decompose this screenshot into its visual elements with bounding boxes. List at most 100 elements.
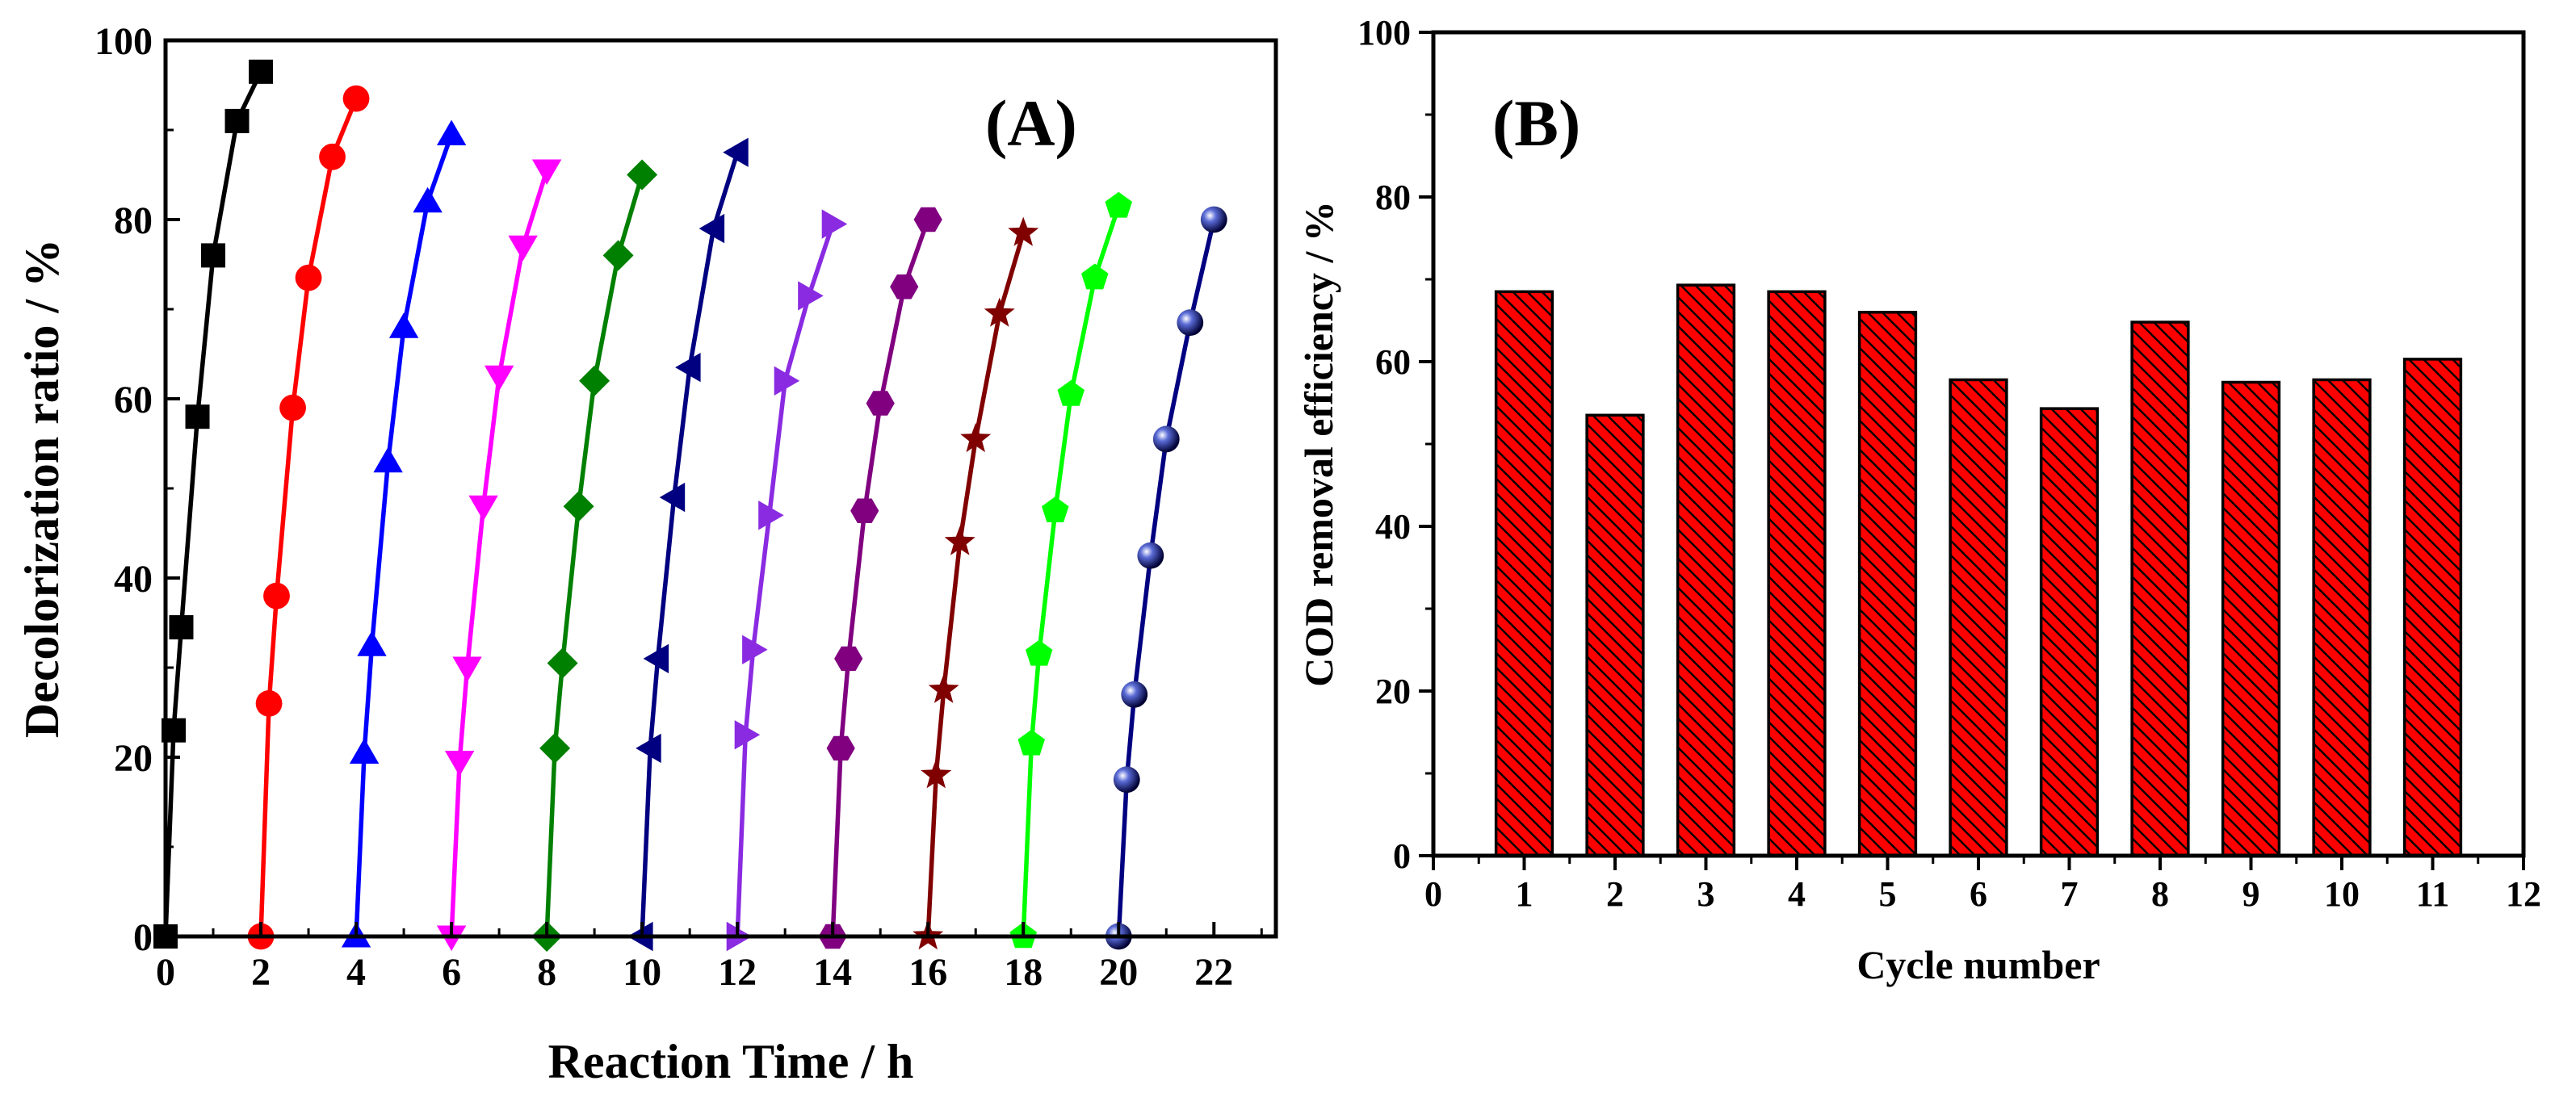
x-tick-label: 8 xyxy=(537,951,556,994)
x-tick-label: 4 xyxy=(346,951,366,994)
data-point xyxy=(279,394,306,421)
data-point xyxy=(531,159,562,185)
data-point xyxy=(890,274,919,299)
series-cycle-2 xyxy=(247,85,370,950)
series-cycle-10 xyxy=(1009,191,1132,949)
x-tick-label: 6 xyxy=(1970,874,1987,914)
data-point xyxy=(834,646,863,672)
data-point xyxy=(913,207,942,232)
data-point xyxy=(1026,639,1053,666)
series-cycle-5 xyxy=(531,159,658,952)
panel-a-series xyxy=(153,59,1227,952)
bar-cycle-6 xyxy=(1949,378,2008,857)
panel-b-x-axis-title: Cycle number xyxy=(1856,942,2100,987)
series-cycle-7 xyxy=(726,209,848,952)
data-point xyxy=(960,422,992,453)
data-point xyxy=(295,264,322,291)
x-tick-label: 16 xyxy=(908,951,947,994)
data-point xyxy=(357,630,387,656)
x-tick-label: 4 xyxy=(1788,874,1806,914)
data-point xyxy=(774,366,800,396)
x-tick-label: 18 xyxy=(1004,951,1043,994)
data-point xyxy=(1121,681,1148,708)
data-point xyxy=(185,404,210,429)
series-cycle-11 xyxy=(1105,206,1227,950)
data-point xyxy=(1081,263,1109,290)
panel-a-label: (A) xyxy=(985,86,1077,160)
data-point xyxy=(1177,309,1204,337)
x-tick-label: 0 xyxy=(156,951,175,994)
series-cycle-8 xyxy=(818,207,942,949)
data-point xyxy=(798,281,824,311)
data-point xyxy=(734,720,761,750)
data-point xyxy=(921,759,952,789)
data-point xyxy=(627,159,658,191)
x-tick-label: 3 xyxy=(1697,874,1715,914)
data-point xyxy=(1042,496,1069,522)
data-point xyxy=(826,735,855,761)
data-point xyxy=(1105,191,1132,218)
panel-b-y-axis-title: COD removal efficiency / % xyxy=(1296,201,1341,687)
x-tick-label: 10 xyxy=(623,951,661,994)
series-cycle-1 xyxy=(153,59,274,949)
panel-b-label: (B) xyxy=(1492,86,1580,160)
series-line-cycle-5 xyxy=(544,174,644,937)
bar-cycle-10 xyxy=(2312,378,2372,857)
panel-a-y-axis-title: Decolorization ratio / % xyxy=(15,239,69,738)
data-point xyxy=(821,209,848,239)
y-tick-label: 100 xyxy=(94,20,153,63)
data-point xyxy=(388,312,419,338)
data-point xyxy=(452,656,482,682)
data-point xyxy=(319,143,346,170)
series-line-cycle-2 xyxy=(258,98,359,937)
data-point xyxy=(255,690,283,717)
data-point xyxy=(539,732,571,764)
y-tick-label: 80 xyxy=(114,199,153,242)
data-point xyxy=(636,733,661,764)
y-tick-label: 0 xyxy=(133,916,153,959)
series-line-cycle-9 xyxy=(925,232,1026,937)
series-line-cycle-7 xyxy=(735,223,835,937)
x-tick-label: 0 xyxy=(1424,874,1442,914)
panel-a-x-axis-title: Reaction Time / h xyxy=(548,1035,914,1088)
data-point xyxy=(1057,379,1085,406)
x-tick-label: 8 xyxy=(2151,874,2169,914)
bar-cycle-2 xyxy=(1585,413,1645,857)
panel-a-frame xyxy=(163,38,1278,939)
bar-cycle-11 xyxy=(2402,358,2463,857)
bar-cycle-7 xyxy=(2039,407,2100,857)
series-cycle-9 xyxy=(913,216,1039,950)
data-point xyxy=(263,582,290,609)
x-tick-label: 11 xyxy=(2416,874,2450,914)
y-tick-label: 80 xyxy=(1375,178,1411,217)
panel-a-decolorization-chart: 0 2 4 6 8 10 12 14 16 18 20 22 0 20 40 60 80 100 (A) Reac… xyxy=(15,20,1278,1088)
series-line-cycle-10 xyxy=(1021,205,1121,937)
x-tick-label: 2 xyxy=(1606,874,1624,914)
data-point xyxy=(468,495,498,521)
data-point xyxy=(563,491,594,522)
data-point xyxy=(850,498,879,523)
bar-cycle-5 xyxy=(1857,311,1918,857)
y-tick-label: 20 xyxy=(1375,672,1411,711)
data-point xyxy=(484,365,514,392)
data-point xyxy=(249,59,274,84)
series-line-cycle-1 xyxy=(163,70,263,937)
data-point xyxy=(1113,766,1140,794)
data-point xyxy=(169,615,194,640)
series-line-cycle-8 xyxy=(830,219,930,937)
series-cycle-6 xyxy=(627,137,749,952)
data-point xyxy=(201,243,226,268)
y-tick-label: 20 xyxy=(114,737,153,780)
data-point xyxy=(579,365,610,396)
x-tick-label: 22 xyxy=(1194,951,1233,994)
series-line-cycle-4 xyxy=(449,170,549,937)
data-point xyxy=(444,751,475,777)
panel-b-bars xyxy=(1494,283,2463,857)
series-cycle-3 xyxy=(341,119,467,948)
bar-cycle-3 xyxy=(1676,283,1736,857)
data-point xyxy=(547,647,578,679)
data-point xyxy=(602,240,634,271)
